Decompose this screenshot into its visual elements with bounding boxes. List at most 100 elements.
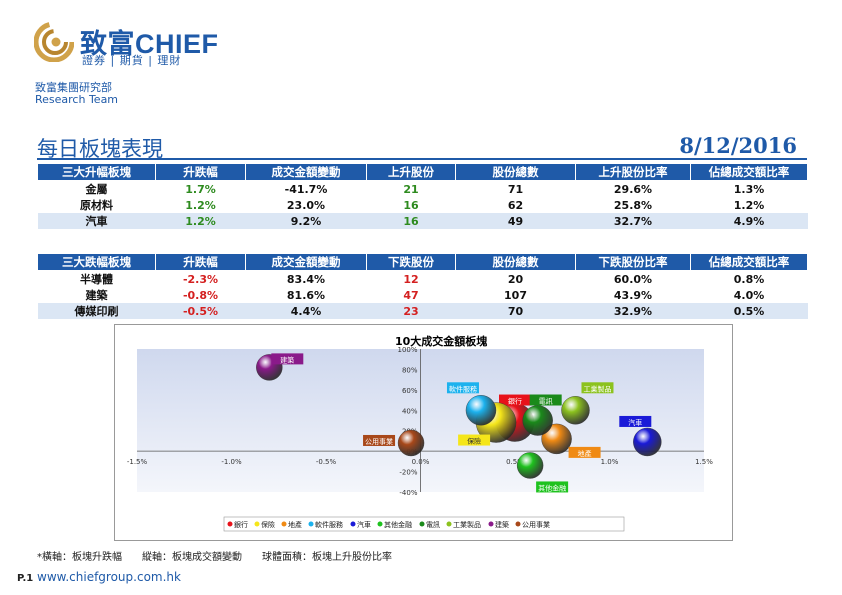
legend-label: 汽車 xyxy=(357,520,371,529)
table-cell: 29.6% xyxy=(613,182,653,196)
y-tick-label: -40% xyxy=(399,489,417,497)
bubble-6 xyxy=(522,405,553,436)
bubble-label: 軟件服務 xyxy=(449,384,477,393)
top-losers-table: 三大跌幅板塊 升跌幅 成交金額變動 下跌股份 股份總數 下跌股份比率 佔總成交額比率 半導體… xyxy=(37,253,808,319)
bubble-label: 保險 xyxy=(467,437,481,446)
y-tick-label: 40% xyxy=(402,407,418,415)
bubble-7 xyxy=(561,396,590,425)
legend-marker xyxy=(281,521,287,527)
column-header: 佔總成交額比率 xyxy=(690,163,808,181)
table-cell: -41.7% xyxy=(284,182,328,196)
column-header: 升跌幅 xyxy=(155,253,246,271)
x-tick-label: 1.5% xyxy=(695,458,713,466)
bubble-label-box xyxy=(581,382,614,394)
table-cell: 107 xyxy=(504,288,527,302)
column-header: 股份總數 xyxy=(455,253,576,271)
table-cell: -0.5% xyxy=(155,303,246,319)
table-cell: 62 xyxy=(507,198,524,212)
bubble-3 xyxy=(465,395,497,426)
table-row: 金屬 1.7% -41.7% 21 71 29.6% 1.3% xyxy=(38,181,808,198)
table-cell: 1.7% xyxy=(185,182,216,196)
bubble-label: 地產 xyxy=(578,449,592,458)
table-cell: 金屬 xyxy=(85,183,108,196)
bubble-label-box xyxy=(619,415,652,427)
legend-label: 軟件服務 xyxy=(315,520,343,529)
table-cell: 25.8% xyxy=(613,198,653,212)
table-cell: 16 xyxy=(366,213,456,229)
page-number: P.1 xyxy=(17,573,34,584)
table-header-row: 三大升幅板塊 升跌幅 成交金額變動 上升股份 股份總數 上升股份比率 佔總成交額比率 xyxy=(37,163,808,181)
brand-name: 致富CHIEF xyxy=(80,29,219,59)
column-header: 下跌股份比率 xyxy=(575,253,691,271)
y-tick-label: -20% xyxy=(399,469,417,477)
team-name: Research Team xyxy=(35,93,119,106)
table-cell: 32.7% xyxy=(575,213,691,229)
bubble-label-box xyxy=(271,353,304,365)
website-link[interactable]: www.chiefgroup.com.hk xyxy=(37,570,181,584)
bubble-label-box xyxy=(568,446,601,458)
bubble-label-box xyxy=(363,434,396,446)
table-cell: 傳媒印刷 xyxy=(37,303,156,319)
bubble-label-box xyxy=(446,382,479,394)
table-cell: 32.9% xyxy=(575,303,691,319)
bubble-label: 公用事業 xyxy=(365,437,393,446)
table-row: 汽車 1.2% 9.2% 16 49 32.7% 4.9% xyxy=(37,213,808,229)
y-tick-label: 100% xyxy=(397,346,417,354)
chart-title: 10大成交金額板塊 xyxy=(395,335,488,348)
y-tick-label: 60% xyxy=(402,387,418,395)
table-cell: 12 xyxy=(403,272,419,286)
legend-marker xyxy=(254,521,260,527)
bubble-label: 電訊 xyxy=(539,397,553,406)
table-cell: 60.0% xyxy=(613,272,653,286)
table-cell: 21 xyxy=(403,182,419,196)
bubble-4 xyxy=(633,427,662,457)
bubble-label: 銀行 xyxy=(508,397,522,406)
table-cell: 4.9% xyxy=(690,213,808,229)
bubble-label: 汽車 xyxy=(628,418,642,427)
table-cell: 16 xyxy=(403,198,419,212)
table-cell: -2.3% xyxy=(182,272,219,286)
table-cell: 1.2% xyxy=(155,213,246,229)
column-header: 股份總數 xyxy=(455,163,576,181)
legend-label: 電訊 xyxy=(426,520,440,529)
brand-tagline: 證券 | 期貨 | 理財 xyxy=(82,54,182,67)
table-cell: -0.8% xyxy=(182,288,219,302)
x-tick-label: -1.5% xyxy=(127,458,148,466)
table-cell: 20 xyxy=(507,272,524,286)
legend-marker xyxy=(446,521,452,527)
bubble-2 xyxy=(541,423,572,455)
table-cell: 4.4% xyxy=(245,303,367,319)
legend-marker xyxy=(227,521,233,527)
bubble-chart: -40%-20%0%20%40%60%80%100%-1.5%-1.0%-0.5… xyxy=(127,346,713,532)
table-cell: 49 xyxy=(455,213,576,229)
table-cell: 原材料 xyxy=(80,199,113,212)
bubble-label: 其他金融 xyxy=(538,483,566,492)
table-cell: 1.2% xyxy=(733,198,765,212)
table-cell: 半導體 xyxy=(80,273,113,286)
bubble-label-box xyxy=(458,434,491,446)
column-header: 上升股份 xyxy=(366,163,456,181)
x-tick-label: -1.0% xyxy=(221,458,242,466)
legend-label: 建築 xyxy=(495,520,509,529)
table-cell: 汽車 xyxy=(37,213,156,229)
report-date: 8/12/2016 xyxy=(679,133,797,158)
column-header: 佔總成交額比率 xyxy=(690,253,808,271)
table-cell: 9.2% xyxy=(245,213,367,229)
table-cell: 81.6% xyxy=(286,288,326,302)
legend-label: 公用事業 xyxy=(522,520,550,529)
legend-marker xyxy=(350,521,356,527)
column-header: 下跌股份 xyxy=(366,253,456,271)
department-name: 致富集團研究部 xyxy=(35,81,112,94)
chief-logo-icon xyxy=(34,22,74,62)
table-cell: 4.0% xyxy=(733,288,765,302)
table-header-row: 三大跌幅板塊 升跌幅 成交金額變動 下跌股份 股份總數 下跌股份比率 佔總成交額比率 xyxy=(37,253,808,271)
legend-label: 其他金融 xyxy=(384,520,412,529)
table-row: 建築 -0.8% 81.6% 47 107 43.9% 4.0% xyxy=(38,287,808,303)
table-cell: 23 xyxy=(366,303,456,319)
table-cell: 23.0% xyxy=(286,198,326,212)
bubble-5 xyxy=(516,452,544,479)
table-cell: 70 xyxy=(455,303,576,319)
table-cell: 建築 xyxy=(85,289,108,302)
legend-label: 地產 xyxy=(288,520,302,529)
column-header: 三大跌幅板塊 xyxy=(37,253,156,271)
